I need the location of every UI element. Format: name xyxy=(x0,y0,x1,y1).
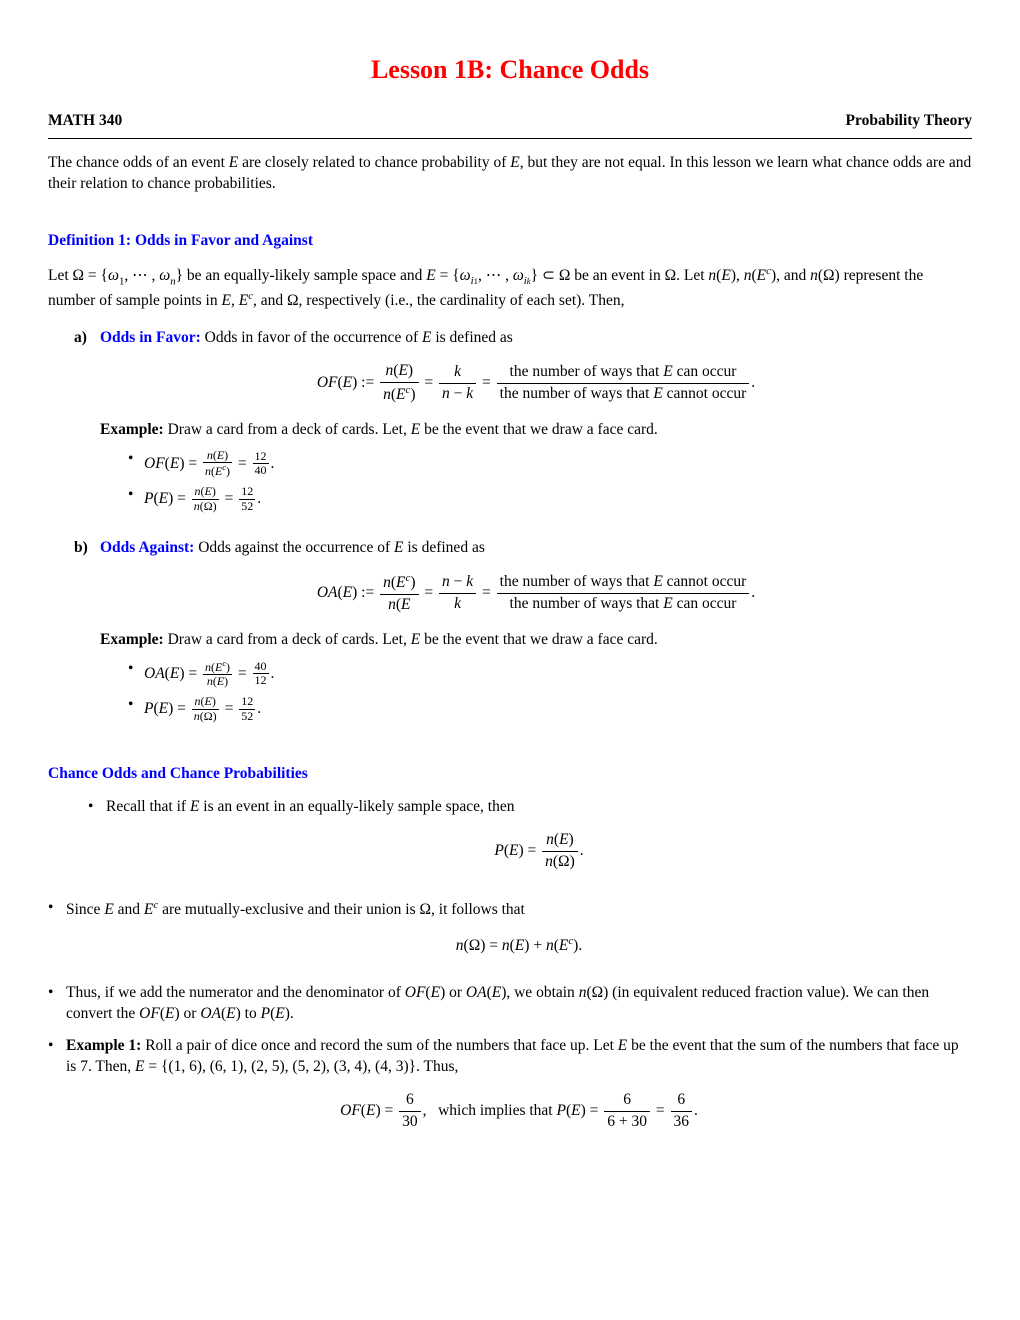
definition-1-heading: Definition 1: Odds in Favor and Against xyxy=(48,231,972,252)
chance-odds-heading: Chance Odds and Chance Probabilities xyxy=(48,764,972,785)
intro-paragraph: The chance odds of an event E are closel… xyxy=(48,153,972,195)
part-b-label: b) xyxy=(74,538,100,730)
part-b-example: Example: Draw a card from a deck of card… xyxy=(100,630,972,651)
part-b-bullet-1: • OA(E) = n(Ec)n(E) = 4012. xyxy=(128,659,972,690)
course-name: Probability Theory xyxy=(846,111,972,132)
example-1-label: Example 1: xyxy=(66,1037,141,1054)
part-a-label: a) xyxy=(74,328,100,520)
odds-against-equation: OA(E) := n(Ec)n(E = n − kk = the number … xyxy=(100,571,972,616)
part-a-bullets: • OF(E) = n(E)n(Ec) = 1240. • P(E) = n(E… xyxy=(128,449,972,514)
example-label: Example: xyxy=(100,631,164,648)
part-a-bullet-2: • P(E) = n(E)n(Ω) = 1252. xyxy=(128,485,972,514)
example-1-equation: OF(E) = 630, which implies that P(E) = 6… xyxy=(66,1090,972,1133)
part-b-bullets: • OA(E) = n(Ec)n(E) = 4012. • P(E) = n(E… xyxy=(128,659,972,724)
example-label: Example: xyxy=(100,421,164,438)
bullet-recall: • Recall that if E is an event in an equ… xyxy=(88,797,972,887)
course-code: MATH 340 xyxy=(48,111,122,132)
part-a-example: Example: Draw a card from a deck of card… xyxy=(100,420,972,441)
part-a-bullet-1: • OF(E) = n(E)n(Ec) = 1240. xyxy=(128,449,972,480)
part-a: a) Odds in Favor: Odds in favor of the o… xyxy=(74,328,972,520)
part-a-text: Odds in favor of the occurrence of E is … xyxy=(201,329,513,346)
part-b-text: Odds against the occurrence of E is defi… xyxy=(194,539,485,556)
part-b-bullet-2: • P(E) = n(E)n(Ω) = 1252. xyxy=(128,695,972,724)
header-row: MATH 340 Probability Theory xyxy=(48,111,972,132)
chance-odds-bullets: • Recall that if E is an event in an equ… xyxy=(88,797,972,1147)
bullet-convert: • Thus, if we add the numerator and the … xyxy=(48,983,972,1025)
odds-in-favor-term: Odds in Favor: xyxy=(100,329,201,346)
odds-favor-equation: OF(E) := n(E)n(Ec) = kn − k = the number… xyxy=(100,361,972,406)
definition-parts-list: a) Odds in Favor: Odds in favor of the o… xyxy=(74,328,972,730)
cardinality-equation: n(Ω) = n(E) + n(Ec). xyxy=(66,934,972,957)
bullet-example-1: • Example 1: Roll a pair of dice once an… xyxy=(48,1036,972,1147)
header-rule xyxy=(48,138,972,139)
bullet-mutex: • Since E and Ec are mutually-exclusive … xyxy=(48,898,972,970)
lesson-title: Lesson 1B: Chance Odds xyxy=(48,52,972,87)
prob-equation: P(E) = n(E)n(Ω). xyxy=(106,830,972,873)
part-b: b) Odds Against: Odds against the occurr… xyxy=(74,538,972,730)
definition-1-intro: Let Ω = {ω1, ⋯ , ωn} be an equally-likel… xyxy=(48,264,972,312)
odds-against-term: Odds Against: xyxy=(100,539,194,556)
